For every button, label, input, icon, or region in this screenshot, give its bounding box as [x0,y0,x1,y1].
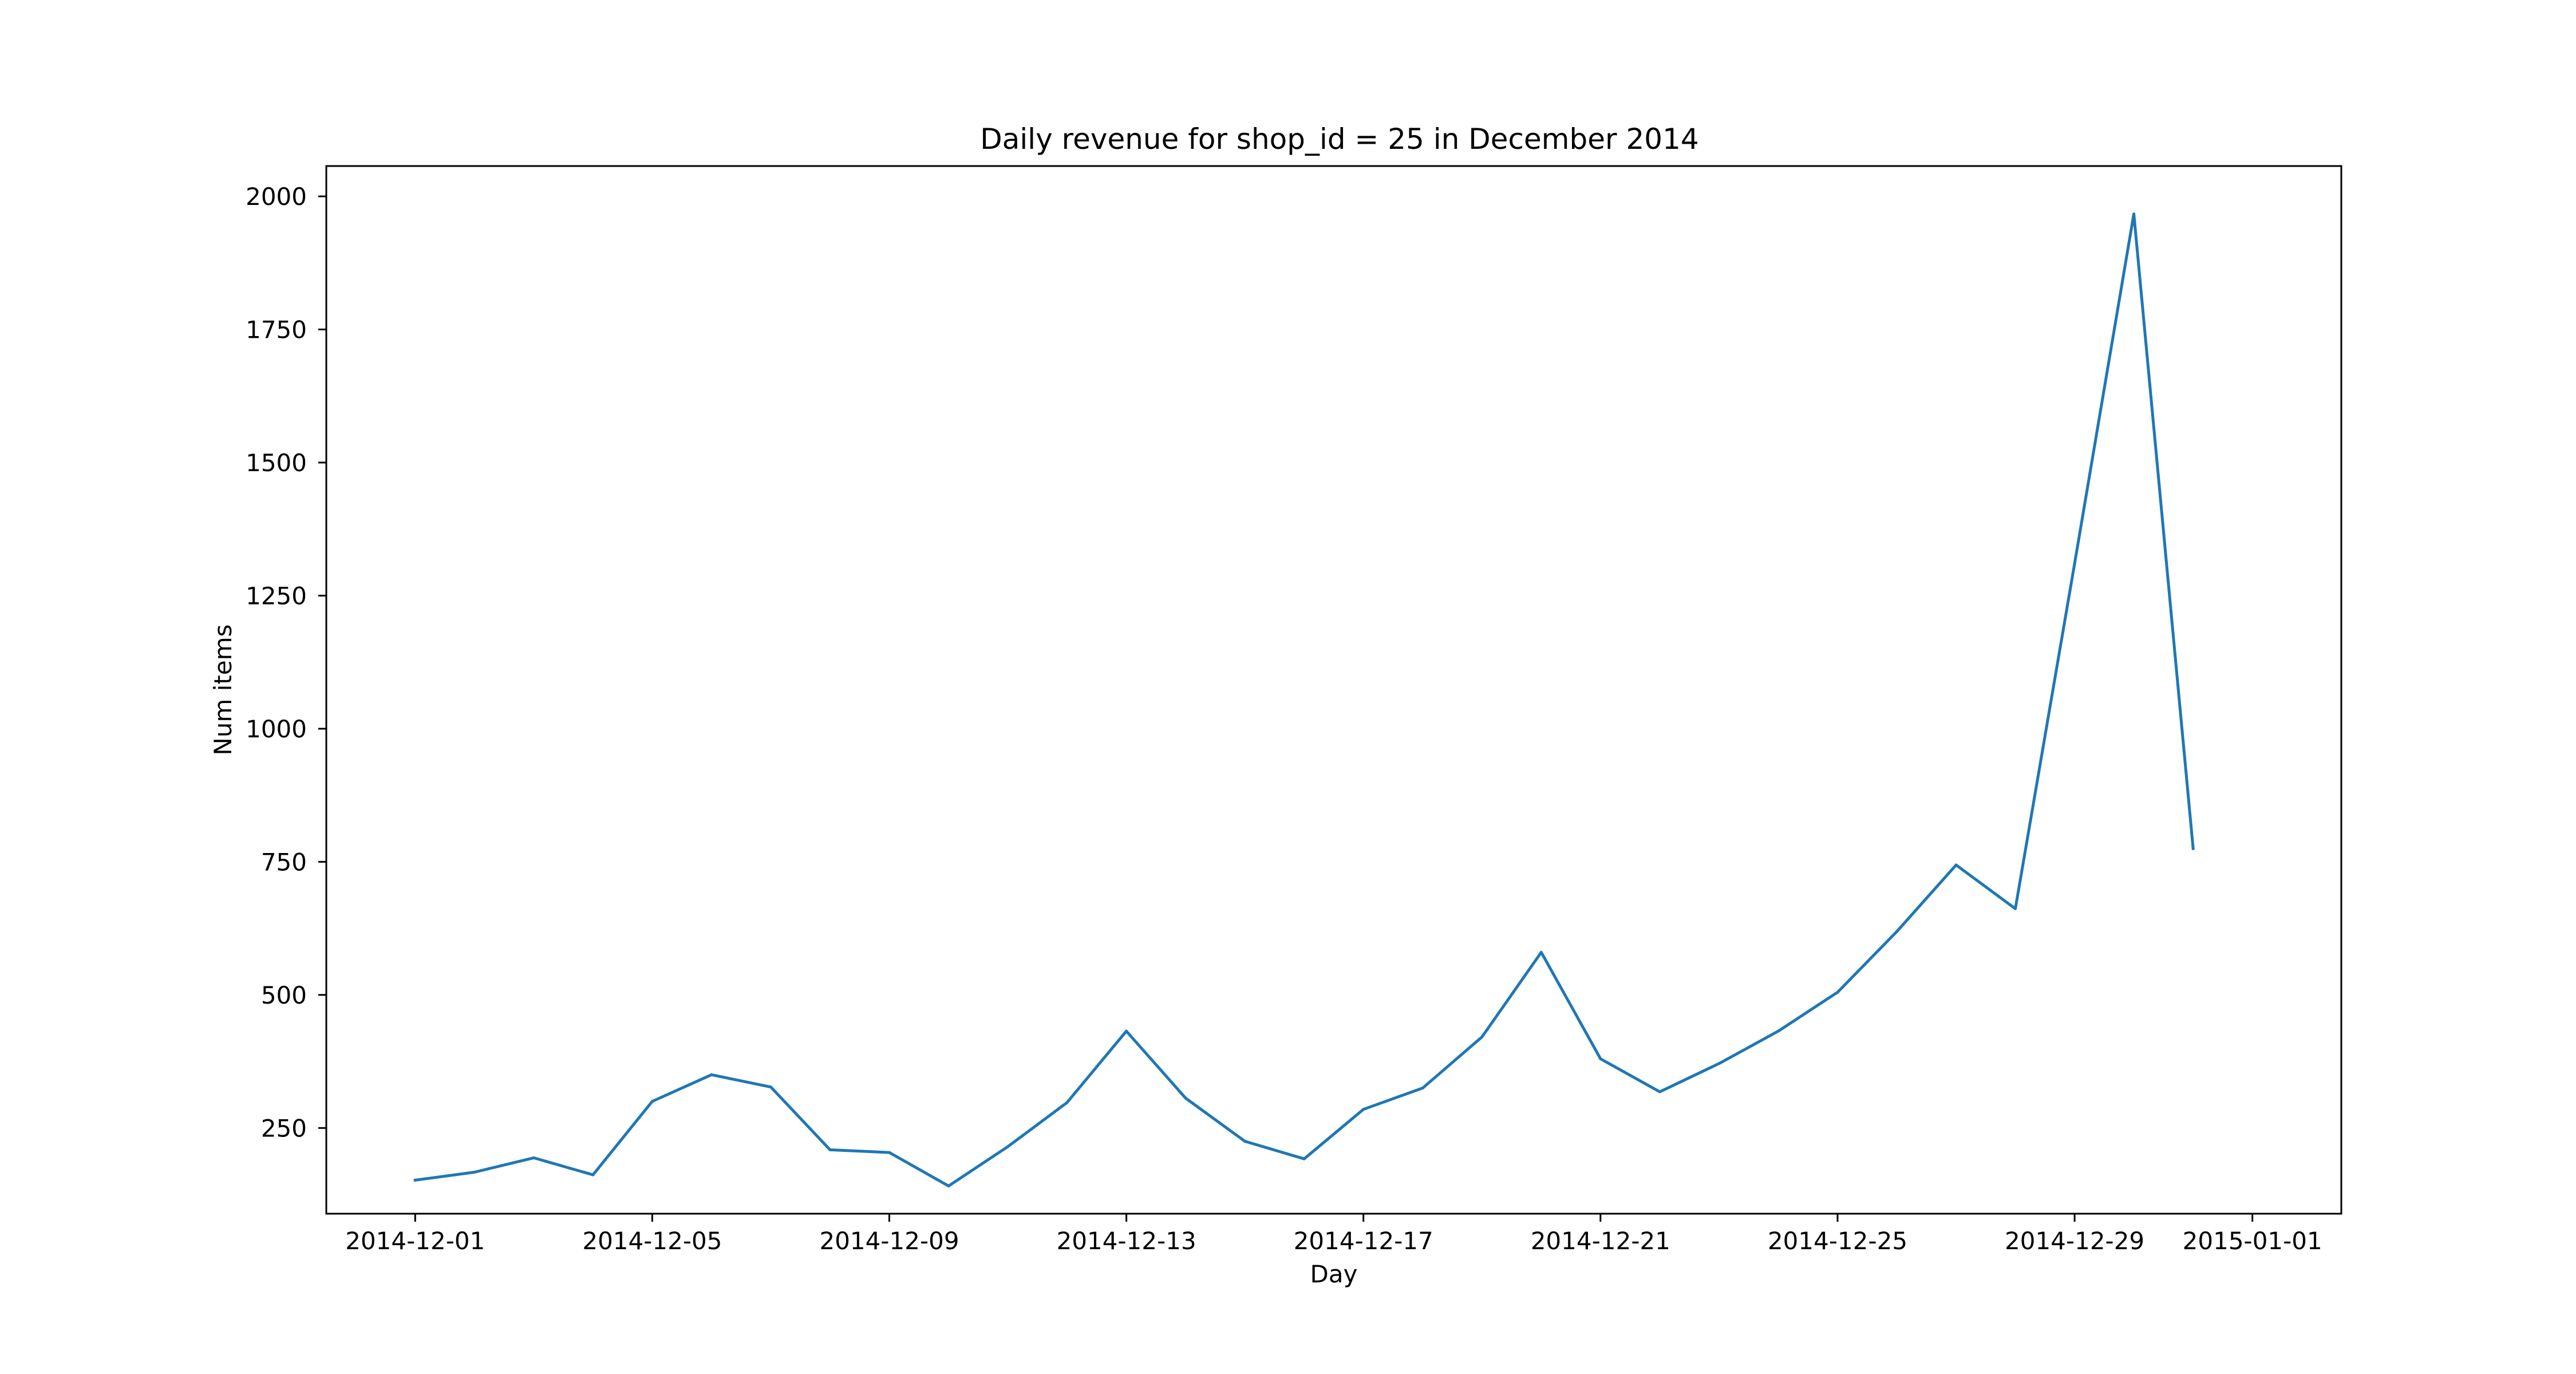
x-tick-label: 2014-12-09 [819,1227,959,1255]
x-tick-label: 2014-12-29 [2005,1227,2144,1255]
data-point [1480,1035,1484,1039]
x-tick-label: 2015-01-01 [2183,1227,2322,1255]
y-tick-label: 1000 [246,715,307,743]
data-point [591,1173,595,1176]
data-point [888,1151,891,1154]
x-axis-label: Day [1310,1260,1358,1288]
data-point [1362,1108,1365,1111]
data-point [650,1100,654,1103]
y-tick-label: 1750 [246,315,307,344]
data-point [769,1085,772,1089]
data-point [1658,1090,1661,1093]
data-point [1717,1062,1721,1065]
y-tick-label: 1250 [246,582,307,610]
data-point [1776,1029,1780,1033]
data-point [413,1178,417,1182]
data-point [1065,1101,1069,1104]
x-tick-label: 2014-12-25 [1768,1227,1907,1255]
data-point [532,1156,535,1159]
data-point [2191,847,2195,850]
data-point [1954,863,1958,867]
data-point [1006,1145,1010,1148]
data-point [1302,1157,1306,1160]
plot-area: 2014-12-01 2014-12-05 2014-12-09 2014-12-13… [246,165,2342,1255]
plot-frame [325,165,2342,1215]
y-axis-label: Num items [209,624,237,755]
x-tick-label: 2014-12-17 [1294,1227,1433,1255]
data-point [947,1185,950,1188]
plot-background [326,166,2341,1214]
x-tick-label: 2014-12-21 [1531,1227,1670,1255]
data-point [1125,1029,1128,1033]
x-tick-label: 2014-12-01 [345,1227,485,1255]
data-point [1243,1140,1247,1143]
data-point [828,1148,832,1151]
data-point [1599,1057,1602,1060]
y-tick-label: 1500 [246,449,307,477]
data-point [1184,1096,1187,1100]
y-tick-label: 500 [261,981,307,1009]
data-point [1539,950,1543,954]
data-point [710,1073,713,1076]
data-point [473,1170,476,1174]
data-point [2014,907,2017,910]
data-point [2132,212,2136,216]
series-layer [413,212,2195,1188]
y-tick-label: 2000 [246,183,307,211]
data-point [2073,562,2076,566]
chart-title: Daily revenue for shop_id = 25 in Decemb… [980,123,1698,156]
data-point [1895,930,1899,933]
y-tick-label: 750 [261,848,307,876]
data-point [1836,990,1839,994]
x-tick-label: 2014-12-05 [582,1227,722,1255]
data-point [1421,1087,1424,1090]
y-axis-ticks: 250 500 750 1000 1250 1500 1750 2000 [246,183,326,1142]
x-axis-ticks: 2014-12-01 2014-12-05 2014-12-09 2014-12-13… [345,1214,2322,1255]
x-tick-label: 2014-12-13 [1057,1227,1196,1255]
y-tick-label: 250 [261,1114,307,1142]
